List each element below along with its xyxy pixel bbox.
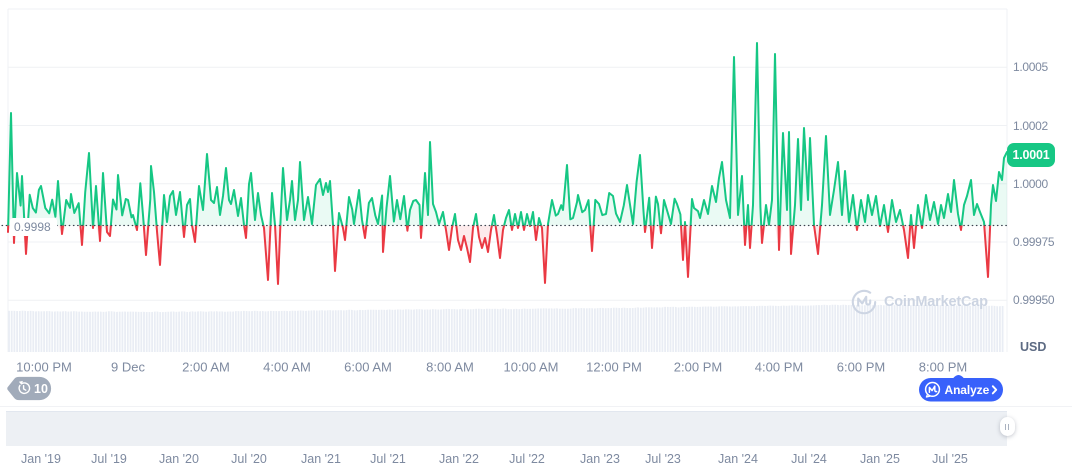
- svg-text:10: 10: [34, 382, 48, 396]
- svg-text:Analyze: Analyze: [945, 383, 990, 397]
